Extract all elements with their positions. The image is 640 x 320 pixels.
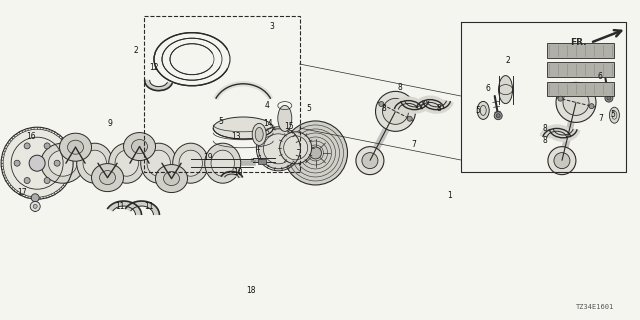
Ellipse shape [205,143,241,183]
Text: 5: 5 [218,117,223,126]
Text: 3: 3 [269,22,275,31]
Circle shape [376,92,415,131]
Text: 19: 19 [203,153,213,162]
Bar [258,159,266,164]
Text: 9: 9 [108,119,113,128]
Ellipse shape [278,105,292,132]
Circle shape [563,89,589,116]
Text: 4: 4 [264,101,269,110]
Circle shape [494,112,502,120]
Ellipse shape [211,150,234,176]
Text: TZ34E1601: TZ34E1601 [576,304,614,309]
Circle shape [554,153,570,169]
Text: 8: 8 [543,136,548,145]
Circle shape [29,155,45,171]
Ellipse shape [41,143,84,183]
Circle shape [3,129,71,197]
Ellipse shape [109,143,145,183]
Ellipse shape [213,117,273,139]
Ellipse shape [154,33,230,86]
Circle shape [407,116,412,121]
Text: 2: 2 [505,56,510,65]
Text: 6: 6 [598,72,603,81]
Circle shape [31,194,39,202]
Circle shape [379,101,384,107]
Ellipse shape [179,150,202,176]
Text: 6: 6 [486,84,491,93]
Ellipse shape [255,127,263,141]
Text: 17: 17 [17,188,28,196]
Circle shape [30,201,40,212]
Text: 8: 8 [381,104,387,113]
Circle shape [548,147,576,175]
Ellipse shape [132,140,148,154]
Circle shape [558,96,563,101]
Circle shape [284,136,308,160]
Circle shape [264,134,293,164]
Text: 1: 1 [447,191,452,200]
Circle shape [310,147,321,159]
Text: 8: 8 [543,124,548,132]
Ellipse shape [100,171,116,185]
Circle shape [54,160,60,166]
Circle shape [356,147,384,175]
Circle shape [14,160,20,166]
Ellipse shape [164,172,180,186]
Ellipse shape [92,164,124,192]
Text: 18: 18 [246,286,255,295]
Bar [547,62,614,77]
Text: 8: 8 [397,83,403,92]
Ellipse shape [141,143,177,183]
Text: 7: 7 [412,140,417,149]
Ellipse shape [68,140,84,154]
Ellipse shape [477,101,489,119]
Text: 13: 13 [230,132,241,140]
Bar [547,82,614,96]
Ellipse shape [115,150,138,176]
Ellipse shape [77,143,113,183]
Circle shape [605,94,613,102]
Text: 16: 16 [26,132,36,141]
Text: 5: 5 [610,110,615,119]
Text: 11: 11 [144,202,153,211]
Ellipse shape [252,124,266,145]
Text: 5: 5 [476,106,481,115]
Text: 14: 14 [262,119,273,128]
Text: 2: 2 [134,46,139,55]
Text: 12: 12 [149,63,158,72]
Circle shape [362,153,378,169]
Circle shape [24,143,30,149]
Ellipse shape [609,107,620,123]
Circle shape [284,121,348,185]
Circle shape [556,83,596,123]
Ellipse shape [499,76,513,104]
Ellipse shape [124,132,156,161]
Bar [547,43,614,58]
Circle shape [33,204,37,208]
Ellipse shape [173,143,209,183]
Text: 7: 7 [598,114,603,123]
Ellipse shape [60,133,92,161]
Text: 11: 11 [116,202,125,211]
Ellipse shape [147,150,170,176]
Circle shape [383,98,408,124]
Circle shape [607,96,611,100]
Text: 15: 15 [284,122,294,131]
Circle shape [259,129,298,169]
Circle shape [44,143,50,149]
Circle shape [24,178,30,184]
Circle shape [280,132,312,164]
Text: 8: 8 [436,104,441,113]
Ellipse shape [49,150,77,176]
Bar [144,16,300,172]
Circle shape [44,178,50,184]
Circle shape [496,114,500,118]
Ellipse shape [83,150,106,176]
Ellipse shape [156,164,188,193]
Circle shape [589,104,594,109]
Text: FR.: FR. [570,38,586,47]
Text: 5: 5 [306,104,311,113]
Text: 10: 10 [233,168,243,177]
